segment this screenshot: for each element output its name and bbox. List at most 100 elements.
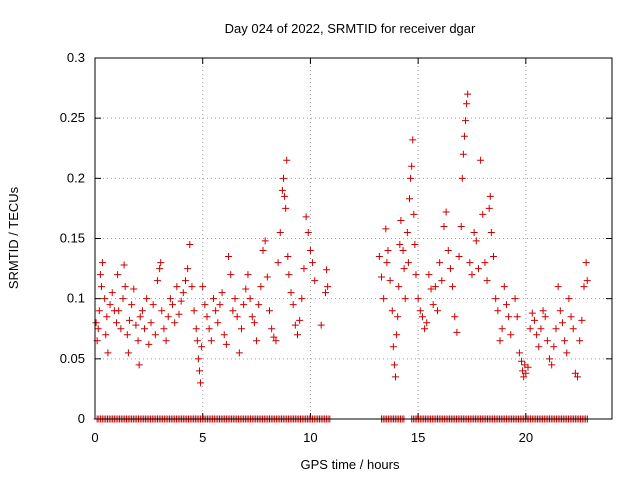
data-point [399, 247, 407, 255]
data-point [141, 325, 149, 333]
data-point [378, 273, 386, 281]
data-point [96, 271, 104, 279]
x-tick-label: 20 [519, 430, 533, 445]
data-point [406, 195, 414, 203]
data-point [548, 361, 556, 369]
data-point [429, 301, 437, 309]
data-point [160, 325, 168, 333]
data-point [207, 337, 215, 345]
data-point [496, 337, 504, 345]
data-point [285, 271, 293, 279]
data-point [248, 313, 256, 321]
data-point [94, 325, 102, 333]
data-point [218, 289, 226, 297]
data-point [479, 210, 487, 218]
y-tick-label: 0.05 [60, 351, 85, 366]
data-point [278, 186, 286, 194]
data-point [166, 295, 174, 303]
data-point [279, 174, 287, 182]
data-point [552, 325, 560, 333]
data-point [188, 283, 196, 291]
data-point [434, 307, 442, 315]
data-point [578, 316, 586, 324]
data-point [190, 307, 198, 315]
data-point [440, 222, 448, 230]
data-point [229, 307, 237, 315]
axis-ticks: 0 0.05 0.1 0.15 0.2 0.25 0.3 0 5 10 15 20 [60, 50, 612, 445]
data-point [114, 271, 122, 279]
data-point [145, 340, 153, 348]
data-point [382, 225, 390, 233]
data-point [541, 313, 549, 321]
data-point [423, 319, 431, 327]
data-point [550, 343, 558, 351]
data-point [449, 283, 457, 291]
data-point [119, 295, 127, 303]
data-point [255, 301, 263, 309]
data-point [201, 301, 209, 309]
data-point [113, 319, 121, 327]
x-tick-label: 0 [91, 430, 98, 445]
data-point [284, 253, 292, 261]
data-point [554, 283, 562, 291]
data-point [117, 325, 125, 333]
data-point [179, 289, 187, 297]
data-point [257, 283, 265, 291]
data-point [128, 301, 136, 309]
data-point [136, 313, 144, 321]
data-point [135, 361, 143, 369]
data-point [158, 307, 166, 315]
data-point [558, 319, 566, 327]
data-point [244, 271, 252, 279]
data-point [571, 369, 579, 377]
data-point [291, 321, 299, 329]
data-point [309, 259, 317, 267]
data-point [500, 283, 508, 291]
y-tick-label: 0.15 [60, 231, 85, 246]
data-point [95, 307, 103, 315]
data-point [246, 295, 254, 303]
data-point [386, 277, 394, 285]
data-point [263, 273, 271, 281]
data-point [222, 340, 230, 348]
data-point [120, 261, 128, 269]
data-point [468, 271, 476, 279]
data-point [106, 301, 114, 309]
y-tick-label: 0 [78, 411, 85, 426]
data-point [404, 259, 412, 267]
y-tick-label: 0.3 [67, 50, 85, 65]
data-point [153, 277, 161, 285]
data-point [546, 355, 554, 363]
data-point [121, 283, 129, 291]
data-point [103, 313, 111, 321]
x-tick-label: 10 [303, 430, 317, 445]
data-point [233, 313, 241, 321]
data-point [324, 283, 332, 291]
data-point [574, 373, 582, 381]
data-point [486, 192, 494, 200]
data-point [289, 301, 297, 309]
data-point [147, 319, 155, 327]
data-point [492, 295, 500, 303]
data-point [242, 285, 250, 293]
data-point [92, 319, 100, 327]
data-point [494, 307, 502, 315]
data-point [425, 271, 433, 279]
data-point [477, 156, 485, 164]
data-point [216, 301, 224, 309]
data-point [240, 301, 248, 309]
data-point [270, 333, 278, 341]
data-point [293, 331, 301, 339]
data-point [250, 319, 258, 327]
data-point [528, 309, 536, 317]
data-point [395, 283, 403, 291]
data-point [394, 313, 402, 321]
data-point [533, 331, 541, 339]
data-point [513, 313, 521, 321]
data-point [390, 361, 398, 369]
plot-frame [94, 57, 613, 420]
data-point [464, 90, 472, 98]
data-point [414, 295, 422, 303]
data-point [181, 277, 189, 285]
grid-lines [95, 58, 612, 419]
